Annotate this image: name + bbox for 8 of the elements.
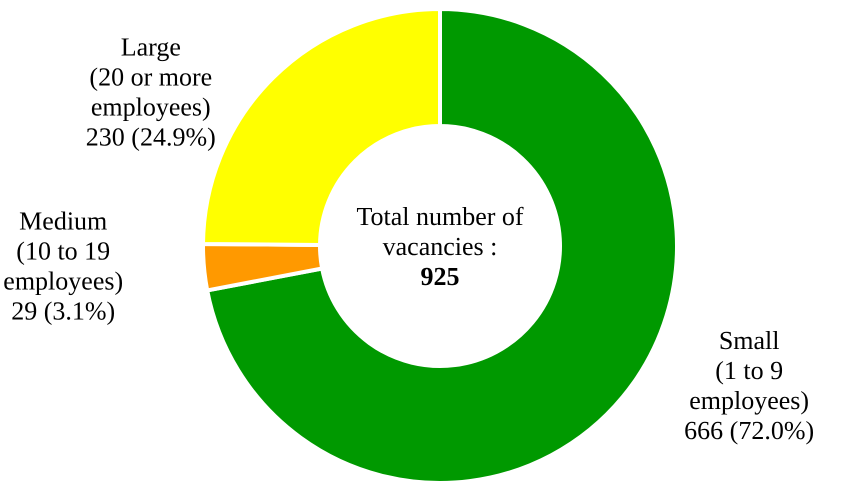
data-label: 666 (72.0%) bbox=[684, 416, 814, 446]
slice-label: Large (20 or more employees) bbox=[89, 32, 212, 122]
data-label: 230 (24.9%) bbox=[86, 122, 216, 152]
slice-label: Small (1 to 9 employees) bbox=[689, 326, 810, 416]
text: 925 bbox=[420, 262, 460, 292]
text: Total number of vacancies : bbox=[356, 202, 524, 262]
data-label: 29 (3.1%) bbox=[11, 296, 116, 326]
slice-label: Medium (10 to 19 employees) bbox=[3, 206, 124, 296]
